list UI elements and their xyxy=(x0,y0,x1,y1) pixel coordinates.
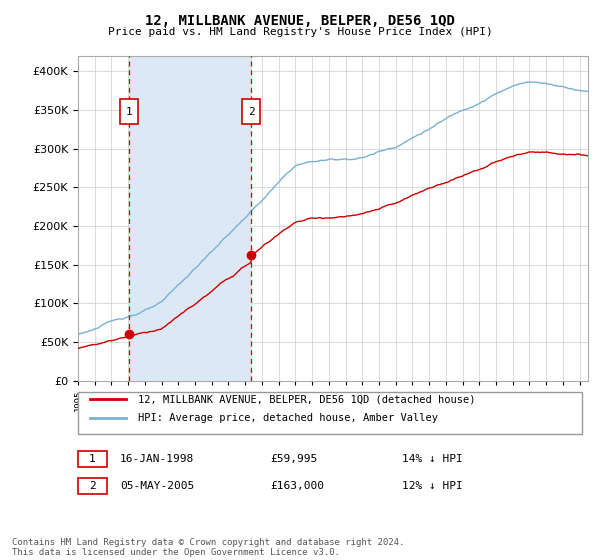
Text: 16-JAN-1998: 16-JAN-1998 xyxy=(120,454,194,464)
Text: 14% ↓ HPI: 14% ↓ HPI xyxy=(402,454,463,464)
Text: £163,000: £163,000 xyxy=(270,481,324,491)
Text: 2: 2 xyxy=(89,481,96,491)
Text: 12, MILLBANK AVENUE, BELPER, DE56 1QD (detached house): 12, MILLBANK AVENUE, BELPER, DE56 1QD (d… xyxy=(138,394,476,404)
Bar xyxy=(119,99,138,124)
Bar xyxy=(129,56,251,381)
Text: 05-MAY-2005: 05-MAY-2005 xyxy=(120,481,194,491)
Text: Price paid vs. HM Land Registry's House Price Index (HPI): Price paid vs. HM Land Registry's House … xyxy=(107,27,493,37)
Text: HPI: Average price, detached house, Amber Valley: HPI: Average price, detached house, Ambe… xyxy=(138,413,438,423)
Text: Contains HM Land Registry data © Crown copyright and database right 2024.
This d: Contains HM Land Registry data © Crown c… xyxy=(12,538,404,557)
Text: 12, MILLBANK AVENUE, BELPER, DE56 1QD: 12, MILLBANK AVENUE, BELPER, DE56 1QD xyxy=(145,14,455,28)
Text: 12% ↓ HPI: 12% ↓ HPI xyxy=(402,481,463,491)
Text: £59,995: £59,995 xyxy=(270,454,317,464)
Bar xyxy=(242,99,260,124)
Text: 1: 1 xyxy=(125,107,132,116)
Text: 2: 2 xyxy=(248,107,254,116)
Text: 1: 1 xyxy=(89,454,96,464)
